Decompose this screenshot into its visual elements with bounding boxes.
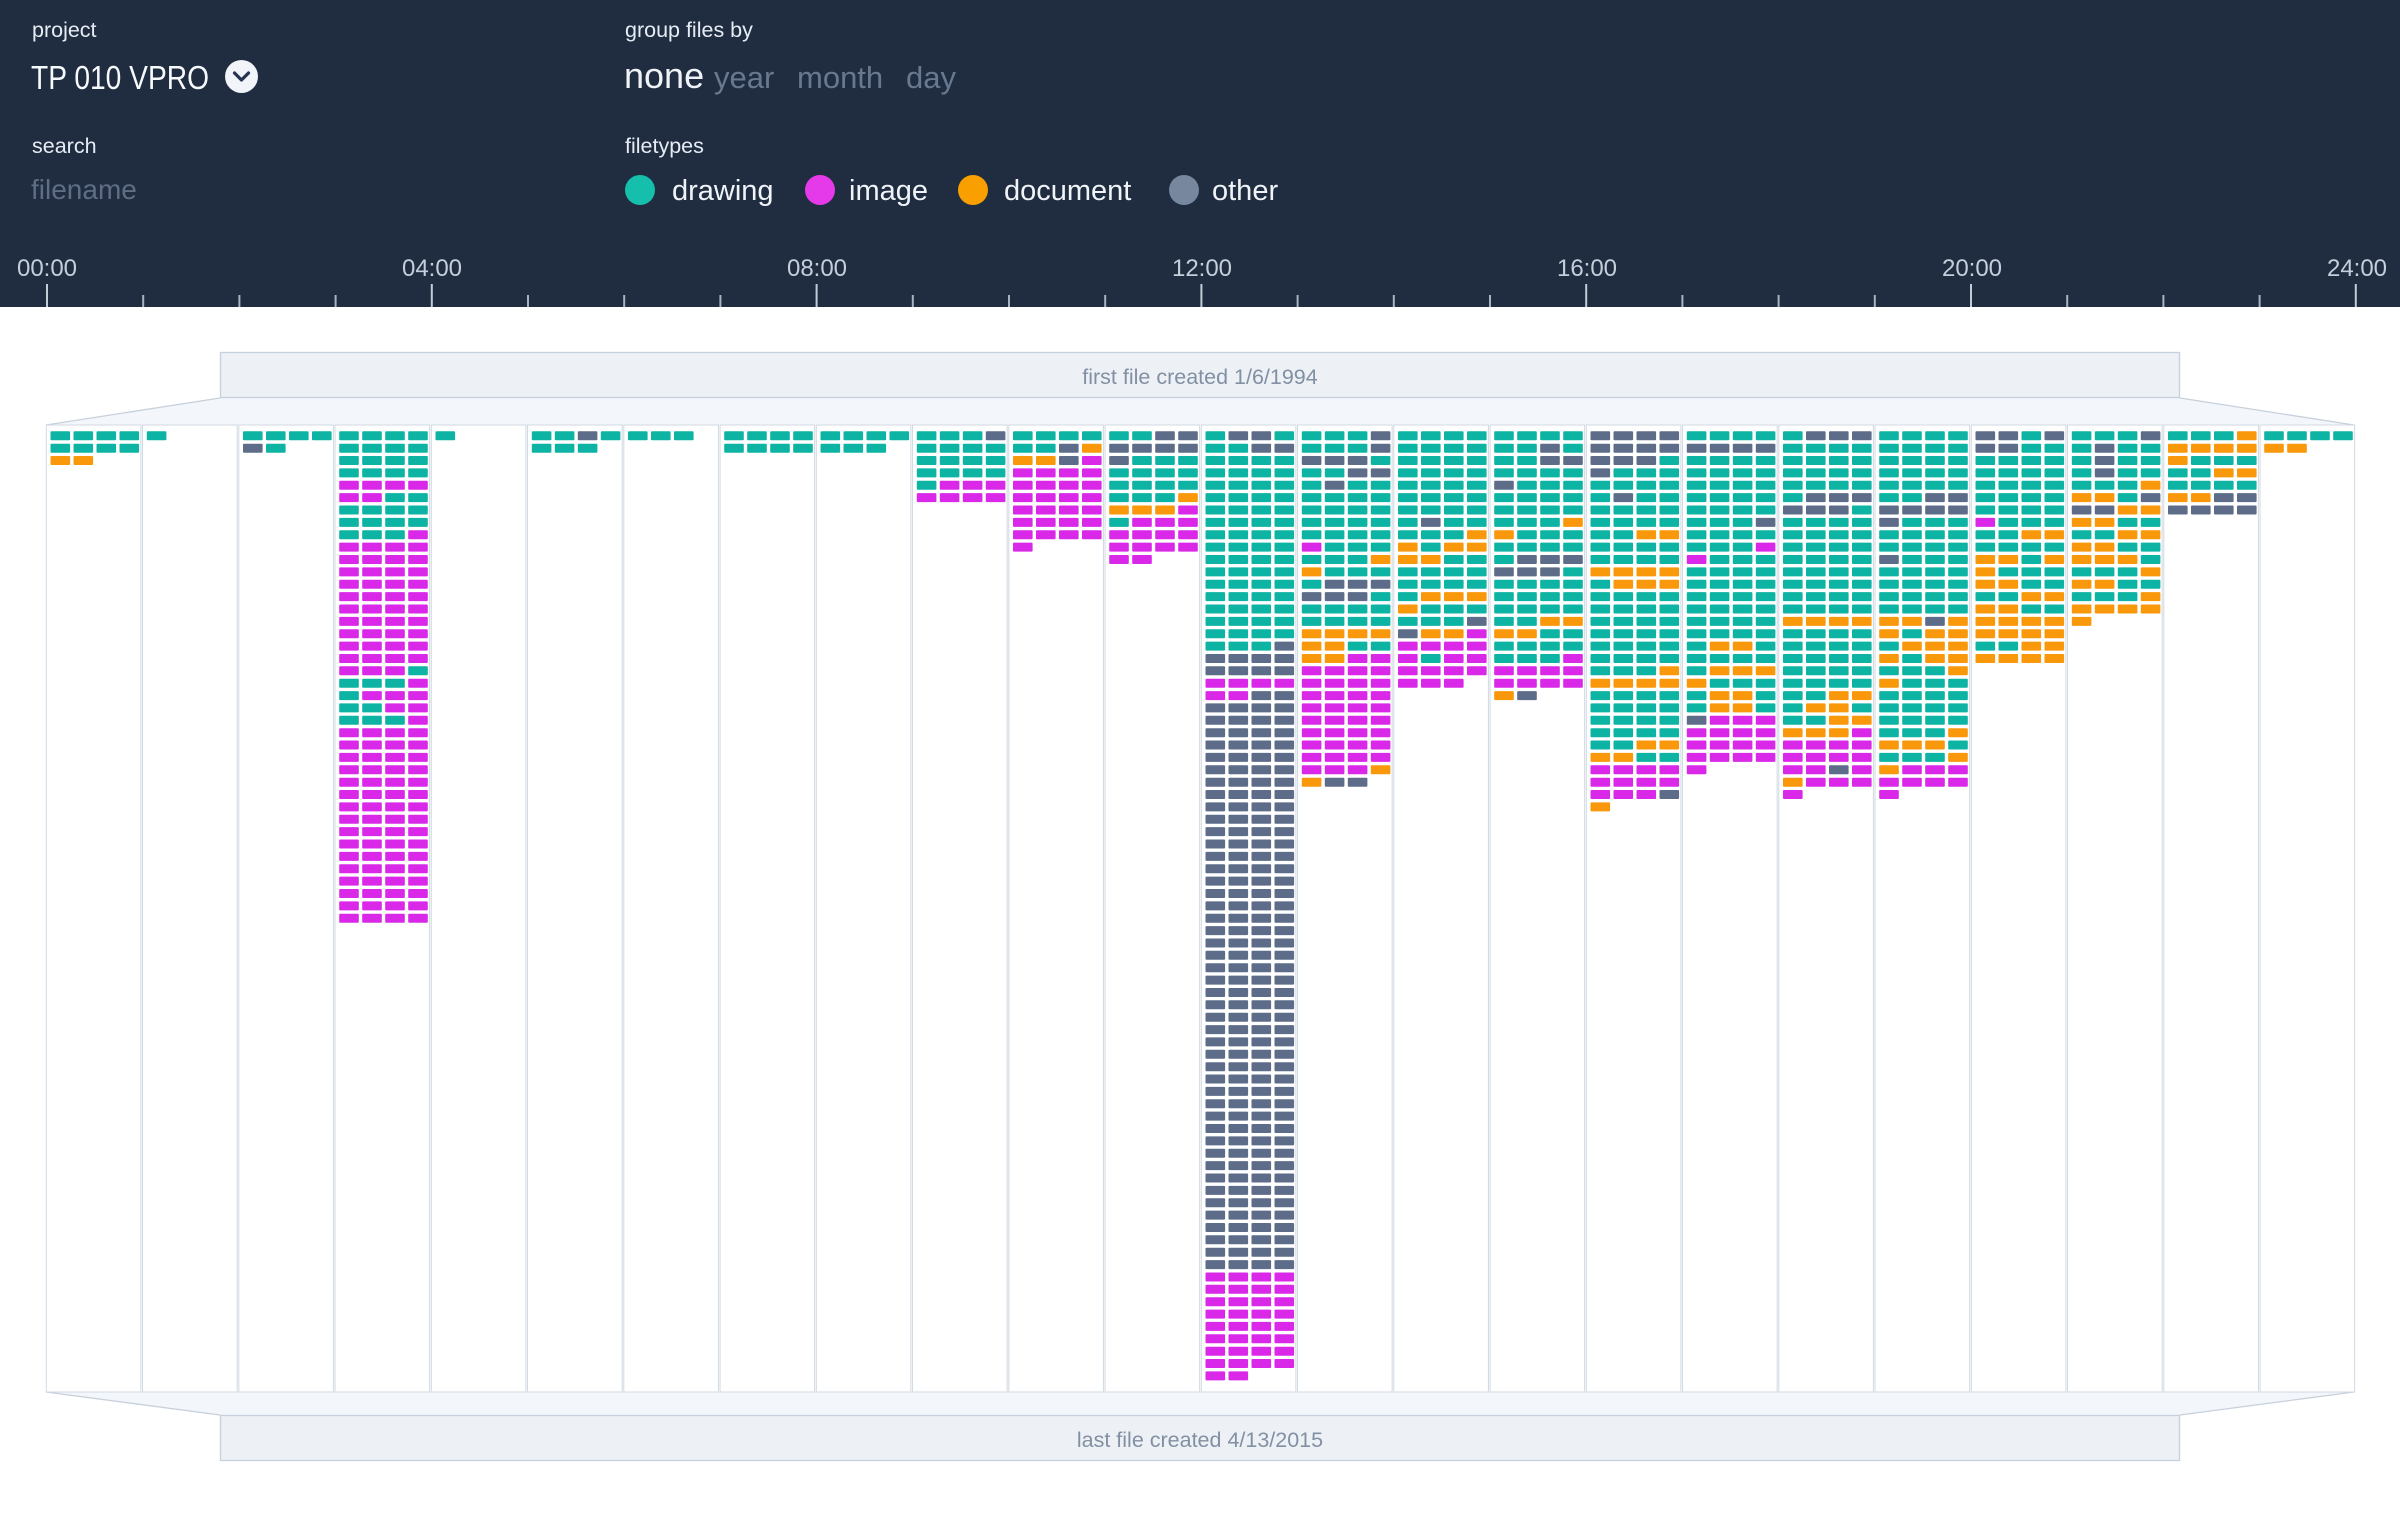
- svg-text:image: image: [849, 175, 928, 207]
- svg-text:month: month: [797, 60, 883, 95]
- svg-text:none: none: [624, 55, 704, 96]
- svg-text:16:00: 16:00: [1557, 255, 1617, 282]
- svg-text:search: search: [32, 134, 97, 158]
- svg-text:other: other: [1212, 175, 1278, 207]
- svg-text:TP 010 VPRO: TP 010 VPRO: [31, 60, 209, 97]
- svg-text:year: year: [714, 60, 774, 95]
- svg-text:filename: filename: [31, 174, 137, 205]
- svg-text:first file created 1/6/1994: first file created 1/6/1994: [1082, 365, 1317, 389]
- svg-text:group files by: group files by: [625, 18, 753, 42]
- svg-text:document: document: [1004, 175, 1131, 207]
- svg-text:24:00: 24:00: [2327, 255, 2387, 282]
- svg-text:filetypes: filetypes: [625, 134, 704, 158]
- svg-text:project: project: [32, 18, 97, 42]
- svg-text:last file created 4/13/2015: last file created 4/13/2015: [1077, 1428, 1323, 1452]
- svg-text:12:00: 12:00: [1172, 255, 1232, 282]
- svg-text:00:00: 00:00: [17, 255, 77, 282]
- svg-text:drawing: drawing: [672, 175, 774, 207]
- svg-text:day: day: [906, 60, 956, 95]
- svg-text:04:00: 04:00: [402, 255, 462, 282]
- svg-text:20:00: 20:00: [1942, 255, 2002, 282]
- svg-text:08:00: 08:00: [787, 255, 847, 282]
